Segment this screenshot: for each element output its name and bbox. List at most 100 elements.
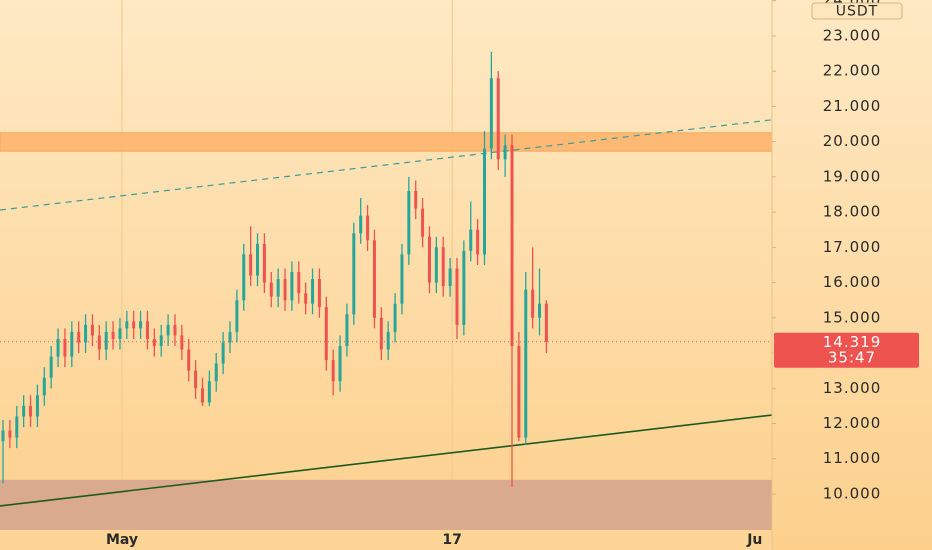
candle-body <box>63 338 67 357</box>
candle-body <box>56 338 60 357</box>
trend-line <box>0 414 773 507</box>
candle-body <box>421 208 425 237</box>
candle-body <box>469 229 473 251</box>
countdown: 35:47 <box>828 348 876 366</box>
candle-body <box>228 331 232 343</box>
y-tick-label: 23.000 <box>823 26 882 44</box>
candle-body <box>15 416 19 438</box>
y-tick-label: 11.000 <box>823 449 882 467</box>
candle-body <box>324 307 328 361</box>
candle-body <box>352 233 356 315</box>
candle-body <box>510 145 514 346</box>
candle-body <box>283 279 287 301</box>
candle-body <box>200 388 204 403</box>
y-tick-label: 19.000 <box>823 167 882 185</box>
candle-body <box>448 268 452 287</box>
candle-body <box>152 338 156 346</box>
candle-body <box>441 247 445 287</box>
candle-body <box>42 377 46 396</box>
candle-body <box>84 324 88 343</box>
candle-body <box>379 317 383 350</box>
candle-body <box>111 331 115 339</box>
candle-body <box>427 236 431 283</box>
y-tick-label: 12.000 <box>823 414 882 432</box>
candle-body <box>125 321 129 329</box>
candle-body <box>139 321 143 329</box>
candle-body <box>496 78 500 160</box>
candle-body <box>70 331 74 357</box>
candle-body <box>194 370 198 389</box>
candle-body <box>345 314 349 346</box>
zone <box>0 479 772 530</box>
candle-body <box>235 300 239 332</box>
candle-body <box>256 243 260 276</box>
currency-box <box>811 2 903 20</box>
candle-body <box>132 321 136 329</box>
candle-body <box>482 148 486 255</box>
candle-body <box>503 145 507 160</box>
candle-body <box>311 279 315 304</box>
y-tick-label: 15.000 <box>823 308 882 326</box>
candle-body <box>476 229 480 255</box>
price-axis: 10.00011.00012.00013.00014.00015.00016.0… <box>772 0 919 502</box>
candle-body <box>242 254 246 301</box>
candle-body <box>207 381 211 403</box>
candle-body <box>1 430 5 442</box>
y-tick-label: 18.000 <box>823 203 882 221</box>
candle-body <box>29 405 33 417</box>
candle-body <box>276 279 280 297</box>
candle-body <box>187 349 191 371</box>
candle-body <box>290 272 294 301</box>
candle-body <box>166 324 170 336</box>
y-tick-label: 17.000 <box>823 238 882 256</box>
candle-body <box>524 289 528 438</box>
time-axis <box>0 530 772 550</box>
last-price-tag <box>774 332 919 368</box>
candle-body <box>159 335 163 346</box>
candle-body <box>145 321 149 339</box>
y-tick-label: 13.000 <box>823 379 882 397</box>
candle-body <box>249 254 253 276</box>
y-tick-label: 21.000 <box>823 97 882 115</box>
candle-body <box>180 335 184 350</box>
candle-body <box>544 303 548 342</box>
candle-body <box>118 328 122 339</box>
candle-body <box>269 282 273 297</box>
candle-body <box>97 335 101 350</box>
x-tick-label: 17 <box>442 532 461 548</box>
candle-body <box>531 289 535 318</box>
candle-body <box>49 356 53 378</box>
candle-body <box>517 345 521 438</box>
candle-body <box>90 324 94 336</box>
candle-body <box>8 430 12 438</box>
candle-body <box>338 345 342 382</box>
candle-body <box>400 254 404 304</box>
last-price-label: 14.319 <box>823 333 882 351</box>
x-tick-label: Ju <box>746 532 762 548</box>
candle-body <box>462 250 466 325</box>
candle-body <box>262 243 266 283</box>
y-tick-label: 22.000 <box>823 62 882 80</box>
trend-line <box>0 119 773 211</box>
candle-body <box>538 303 542 318</box>
candle-body <box>455 268 459 325</box>
candle-body <box>104 331 108 350</box>
currency-label: USDT <box>836 4 878 20</box>
candle-body <box>297 272 301 294</box>
candle-body <box>331 360 335 382</box>
y-tick-label: 10.000 <box>823 484 882 502</box>
candle-body <box>386 331 390 350</box>
candle-body <box>317 279 321 308</box>
candle-body <box>489 78 493 149</box>
y-tick-label: 20.000 <box>823 132 882 150</box>
candle-body <box>173 324 177 336</box>
candle-body <box>393 303 397 332</box>
zone <box>0 132 773 152</box>
candle-body <box>366 215 370 241</box>
candle-body <box>414 190 418 209</box>
candle-body <box>372 240 376 318</box>
candle-body <box>304 293 308 304</box>
candle-body <box>22 405 26 417</box>
